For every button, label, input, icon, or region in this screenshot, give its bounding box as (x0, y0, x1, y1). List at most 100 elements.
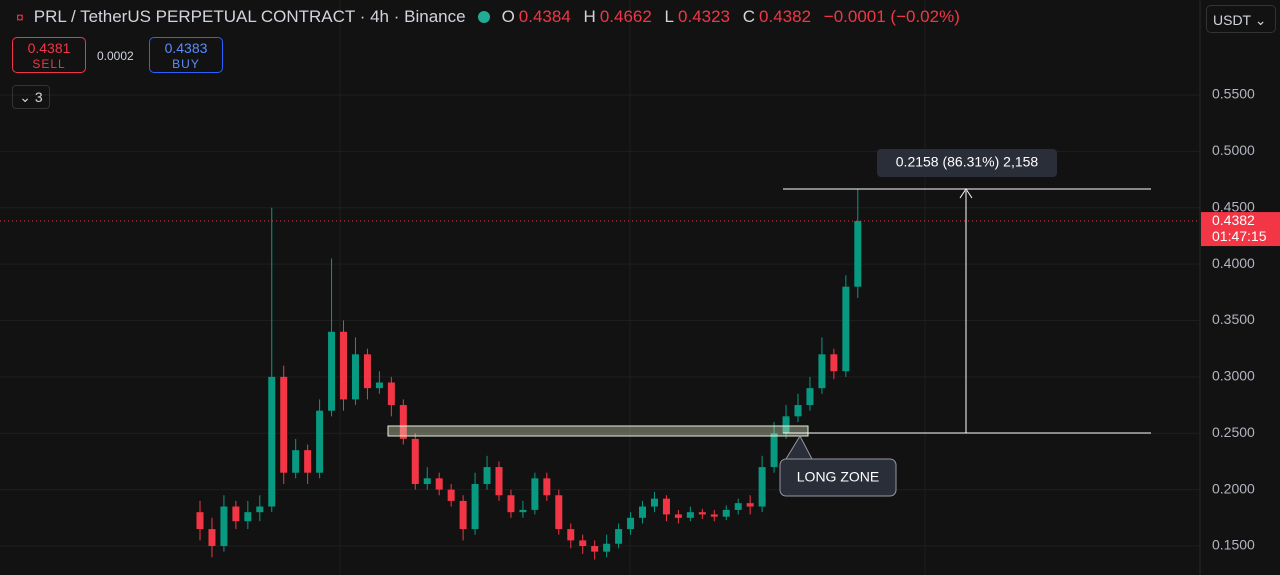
l-label: L (664, 7, 675, 26)
candle-body (316, 410, 324, 473)
v-grid (339, 0, 926, 575)
c-label: C (742, 7, 756, 26)
candle-body (244, 512, 252, 522)
symbol-icon: ¤ (16, 9, 24, 25)
candle-body (722, 509, 730, 517)
candle-body (256, 506, 264, 513)
indicators-toggle[interactable]: ⌄ 3 (12, 85, 50, 109)
status-dot (477, 11, 490, 23)
candle-body (662, 498, 670, 515)
measure-box (877, 149, 1057, 177)
candle-body (627, 517, 635, 530)
candle-body (459, 500, 467, 530)
currency-select[interactable]: USDT ⌄ (1206, 5, 1276, 33)
y-tick-label: 0.4500 (1212, 198, 1255, 214)
candle-body (340, 331, 348, 400)
candle-body (471, 483, 479, 530)
candle-body (591, 546, 599, 552)
drawings: 0.2158 (86.31%) 2,158 LONG ZONE (387, 149, 1151, 497)
l-value: 0.4323 (678, 7, 731, 26)
candle-body (280, 376, 288, 473)
candle-body (483, 467, 491, 484)
candle-body (710, 514, 718, 517)
y-tick-label: 0.5500 (1212, 86, 1255, 102)
candle-body (328, 331, 336, 411)
spread: 0.0002 (97, 49, 134, 63)
sell-price: 0.4381 (27, 40, 71, 56)
candle-body (674, 514, 682, 518)
candle-body (507, 495, 515, 513)
y-tick-label: 0.3500 (1212, 311, 1255, 327)
y-tick-label: 0.1500 (1212, 537, 1255, 553)
candle-body (292, 450, 300, 473)
candle-body (794, 405, 802, 417)
candle-body (698, 512, 706, 515)
y-tick-label: 0.2000 (1212, 480, 1255, 496)
y-tick-label: 0.5000 (1212, 142, 1255, 158)
change: −0.0001 (−0.02%) (823, 7, 960, 26)
zone-box (779, 458, 897, 497)
candle-body (268, 376, 276, 507)
candle-body (399, 405, 407, 439)
candle-body (375, 382, 383, 389)
y-tick-label: 0.4000 (1212, 255, 1255, 271)
candle-body (650, 498, 658, 507)
candle-body (830, 354, 838, 372)
price-tag-price: 0.4382 (1212, 212, 1255, 228)
candle-body (758, 467, 766, 507)
buy-button[interactable]: 0.4383 BUY (149, 37, 223, 73)
candle-body (304, 450, 312, 473)
currency: USDT (1213, 12, 1251, 28)
sell-button[interactable]: 0.4381 SELL (12, 37, 86, 73)
candle-body (208, 529, 216, 546)
candle-body (519, 509, 527, 513)
candle-body (495, 467, 503, 496)
candle-body (543, 478, 551, 496)
buy-label: BUY (172, 57, 200, 71)
candle-body (435, 478, 443, 490)
y-tick-label: 0.2500 (1212, 424, 1255, 440)
o-value: 0.4384 (518, 7, 571, 26)
c-value: 0.4382 (759, 7, 812, 26)
candle-body (746, 503, 754, 507)
candle-body (854, 221, 862, 287)
indicators-count: 3 (34, 89, 43, 105)
symbol: PRL / TetherUS PERPETUAL CONTRACT · 4h ·… (33, 7, 466, 26)
candle-body (639, 506, 647, 518)
sell-label: SELL (32, 57, 66, 71)
candle-body (615, 529, 623, 544)
candle-body (579, 540, 587, 546)
candle-body (603, 543, 611, 552)
candle-body (567, 529, 575, 541)
candle-body (411, 438, 419, 484)
measure-arrowhead (959, 188, 973, 199)
long-zone (387, 425, 809, 437)
candle-body (447, 489, 455, 501)
measure-label: 0.2158 (86.31%) 2,158 (896, 154, 1039, 170)
candle-body (555, 495, 563, 530)
candle-body (387, 382, 395, 406)
candle-body (782, 416, 790, 434)
candle-body (806, 388, 814, 406)
candle-body (842, 286, 850, 372)
candle-body (196, 512, 204, 530)
buy-price: 0.4383 (164, 40, 208, 56)
price-tag-countdown: 01:47:15 (1212, 228, 1267, 244)
candle-body (531, 478, 539, 510)
candle-body (686, 512, 694, 518)
h-label: H (583, 7, 596, 26)
candle-body (232, 506, 240, 522)
candle-body (734, 503, 742, 510)
o-label: O (501, 7, 515, 26)
candle-body (363, 354, 371, 389)
candle-body (220, 506, 228, 546)
h-value: 0.4662 (599, 7, 652, 26)
price-tag (1201, 212, 1280, 247)
candle-body (351, 354, 359, 400)
header: ¤ PRL / TetherUS PERPETUAL CONTRACT · 4h… (16, 7, 960, 27)
candle-body (423, 478, 431, 484)
y-tick-label: 0.3000 (1212, 368, 1255, 384)
